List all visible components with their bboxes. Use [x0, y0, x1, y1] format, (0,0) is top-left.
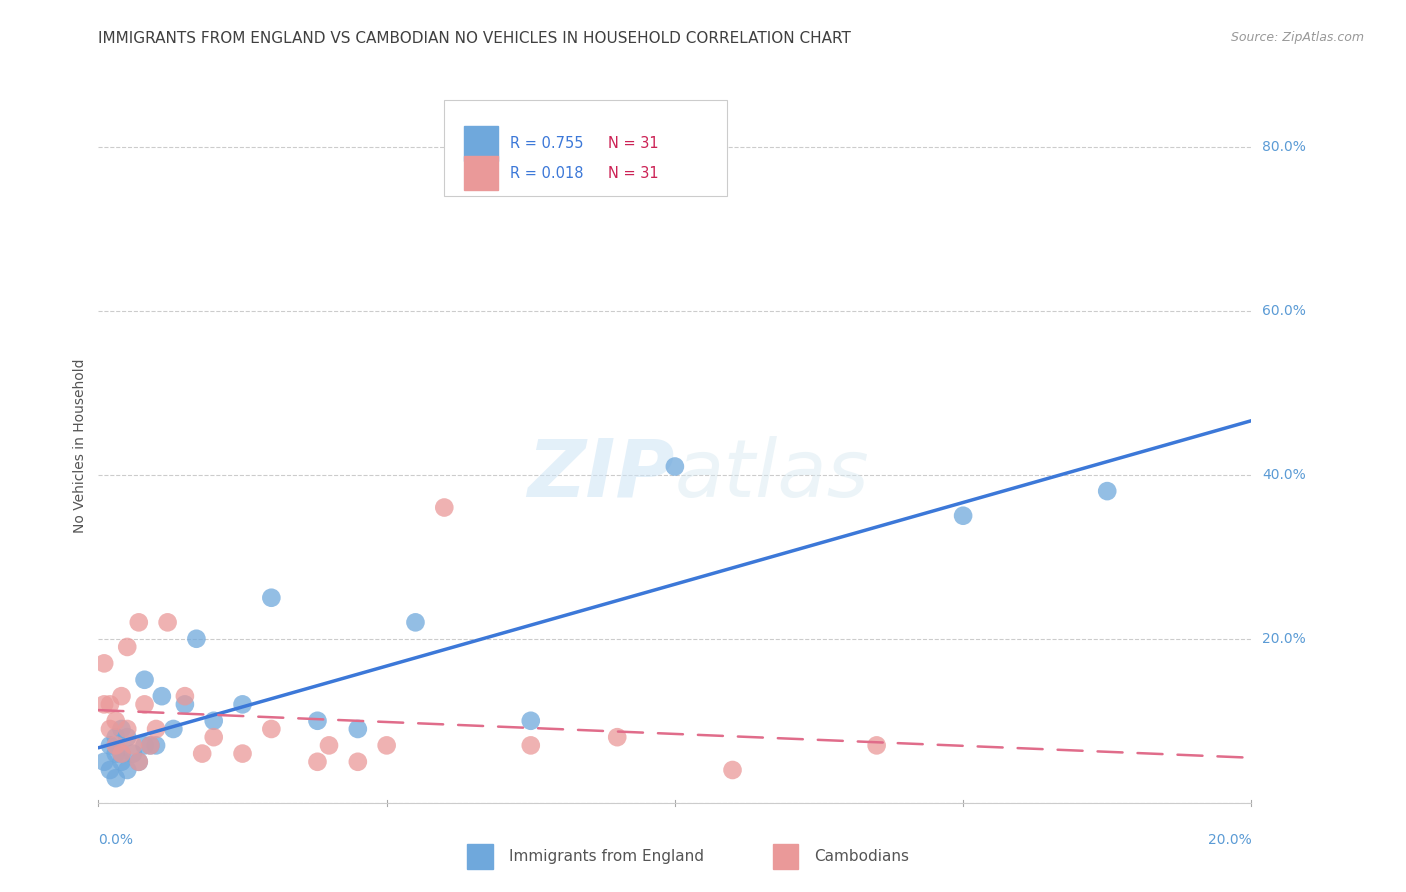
Point: [128, 755, 150, 769]
Point: [174, 698, 197, 712]
Text: 80.0%: 80.0%: [1263, 140, 1306, 153]
Point: [952, 508, 974, 523]
Point: [520, 739, 543, 753]
Point: [202, 714, 225, 728]
Point: [128, 615, 150, 630]
Point: [104, 771, 127, 785]
Point: [346, 755, 368, 769]
Point: [134, 698, 156, 712]
Text: 0.0%: 0.0%: [98, 833, 134, 847]
Point: [307, 755, 329, 769]
Text: Immigrants from England: Immigrants from England: [509, 849, 704, 863]
Point: [150, 689, 173, 703]
Point: [318, 739, 340, 753]
Point: [139, 739, 162, 753]
Point: [117, 763, 138, 777]
Text: ZIP: ZIP: [527, 435, 675, 514]
Point: [122, 747, 145, 761]
Text: R = 0.018: R = 0.018: [510, 166, 583, 180]
Point: [721, 763, 744, 777]
Point: [866, 739, 889, 753]
Point: [139, 739, 162, 753]
Point: [98, 763, 121, 777]
Text: Cambodians: Cambodians: [814, 849, 910, 863]
FancyBboxPatch shape: [467, 844, 492, 869]
Point: [93, 698, 115, 712]
Text: N = 31: N = 31: [607, 166, 658, 180]
Point: [346, 722, 368, 736]
Point: [110, 747, 132, 761]
Point: [110, 722, 132, 736]
Point: [260, 591, 283, 605]
Point: [307, 714, 329, 728]
Point: [117, 730, 138, 744]
Point: [231, 698, 254, 712]
Point: [110, 755, 132, 769]
Point: [231, 747, 254, 761]
Point: [104, 730, 127, 744]
Point: [98, 739, 121, 753]
Point: [162, 722, 184, 736]
Point: [93, 755, 115, 769]
Text: R = 0.755: R = 0.755: [510, 136, 583, 151]
Point: [104, 747, 127, 761]
Point: [110, 747, 132, 761]
Point: [134, 673, 156, 687]
FancyBboxPatch shape: [464, 156, 499, 190]
Text: 60.0%: 60.0%: [1263, 303, 1306, 318]
Text: atlas: atlas: [675, 435, 870, 514]
Y-axis label: No Vehicles in Household: No Vehicles in Household: [73, 359, 87, 533]
Point: [128, 755, 150, 769]
Point: [191, 747, 214, 761]
Text: IMMIGRANTS FROM ENGLAND VS CAMBODIAN NO VEHICLES IN HOUSEHOLD CORRELATION CHART: IMMIGRANTS FROM ENGLAND VS CAMBODIAN NO …: [98, 31, 851, 46]
Point: [405, 615, 427, 630]
Point: [186, 632, 208, 646]
Point: [202, 730, 225, 744]
Point: [93, 657, 115, 671]
FancyBboxPatch shape: [464, 127, 499, 161]
Text: 40.0%: 40.0%: [1263, 467, 1306, 482]
Point: [98, 722, 121, 736]
Point: [117, 722, 138, 736]
Point: [260, 722, 283, 736]
Point: [520, 714, 543, 728]
Point: [145, 739, 167, 753]
Point: [1097, 484, 1119, 499]
Point: [156, 615, 179, 630]
Point: [145, 722, 167, 736]
Text: N = 31: N = 31: [607, 136, 658, 151]
Point: [433, 500, 456, 515]
Point: [104, 739, 127, 753]
Point: [606, 730, 628, 744]
Point: [117, 640, 138, 654]
Point: [664, 459, 686, 474]
Point: [375, 739, 398, 753]
Text: 20.0%: 20.0%: [1208, 833, 1251, 847]
Text: 20.0%: 20.0%: [1263, 632, 1306, 646]
Point: [174, 689, 197, 703]
FancyBboxPatch shape: [444, 100, 727, 196]
Point: [122, 739, 145, 753]
Point: [134, 739, 156, 753]
Text: Source: ZipAtlas.com: Source: ZipAtlas.com: [1230, 31, 1364, 45]
Point: [110, 689, 132, 703]
Point: [98, 698, 121, 712]
FancyBboxPatch shape: [773, 844, 799, 869]
Point: [104, 714, 127, 728]
